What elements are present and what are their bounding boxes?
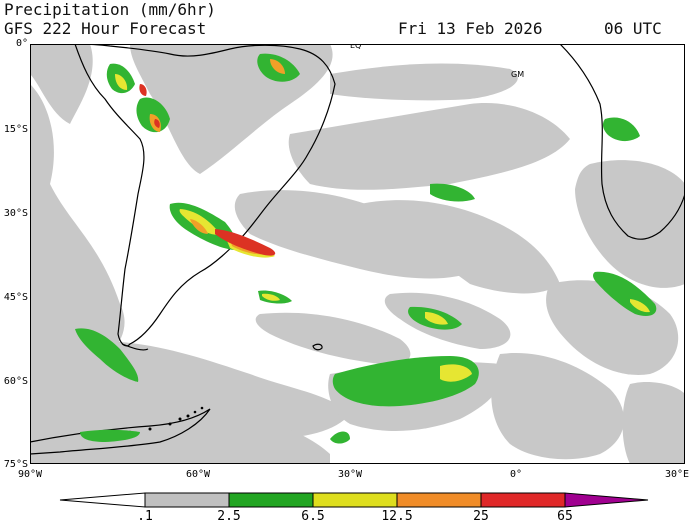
map-frame bbox=[30, 44, 685, 464]
lat-label-15s: 15°S bbox=[3, 124, 28, 135]
colorbar-segment-3 bbox=[312, 492, 398, 508]
africa-coastline bbox=[559, 44, 685, 240]
falklands-coastline bbox=[312, 343, 323, 351]
lon-label-30e: 30°E bbox=[664, 469, 690, 480]
colorbar-label-0: .1 bbox=[137, 509, 153, 524]
lon-label-0: 0° bbox=[509, 469, 523, 480]
greenwich-label: GM bbox=[511, 70, 524, 79]
colorbar-label-4: 25 bbox=[473, 509, 489, 524]
extreme-precip-layer bbox=[139, 84, 276, 256]
tierra-del-fuego-coastline bbox=[121, 343, 149, 351]
precip-colorbar bbox=[59, 492, 649, 508]
south-america-coastline bbox=[74, 44, 336, 347]
lat-label-60s: 60°S bbox=[3, 376, 28, 387]
colorbar-label-1: 2.5 bbox=[217, 509, 241, 524]
antarctic-islands bbox=[128, 406, 204, 434]
forecast-label: GFS 222 Hour Forecast bbox=[4, 19, 207, 38]
lon-label-60w: 60°W bbox=[185, 469, 211, 480]
colorbar-segment-1 bbox=[144, 492, 230, 508]
heavy-precip-layer bbox=[115, 74, 650, 382]
colorbar-segment-0 bbox=[59, 492, 146, 508]
forecast-date: Fri 13 Feb 2026 bbox=[398, 19, 543, 38]
colorbar-label-2: 6.5 bbox=[301, 509, 325, 524]
lat-label-30s: 30°S bbox=[3, 208, 28, 219]
map-title: Precipitation (mm/6hr) bbox=[4, 0, 216, 19]
precipitation-map: EQ GM bbox=[30, 44, 685, 464]
forecast-time: 06 UTC bbox=[604, 19, 662, 38]
colorbar-segment-5 bbox=[480, 492, 566, 508]
lon-label-90w: 90°W bbox=[17, 469, 43, 480]
lat-label-0: 0° bbox=[15, 38, 28, 49]
colorbar-segment-2 bbox=[228, 492, 314, 508]
colorbar-label-3: 12.5 bbox=[381, 509, 413, 524]
lon-label-30w: 30°W bbox=[337, 469, 363, 480]
lat-label-75s: 75°S bbox=[3, 459, 28, 470]
colorbar-segment-4 bbox=[396, 492, 482, 508]
equator-label: EQ bbox=[350, 44, 361, 50]
lat-label-45s: 45°S bbox=[3, 292, 28, 303]
colorbar-label-5: 65 bbox=[557, 509, 573, 524]
colorbar-segment-6 bbox=[564, 492, 649, 508]
